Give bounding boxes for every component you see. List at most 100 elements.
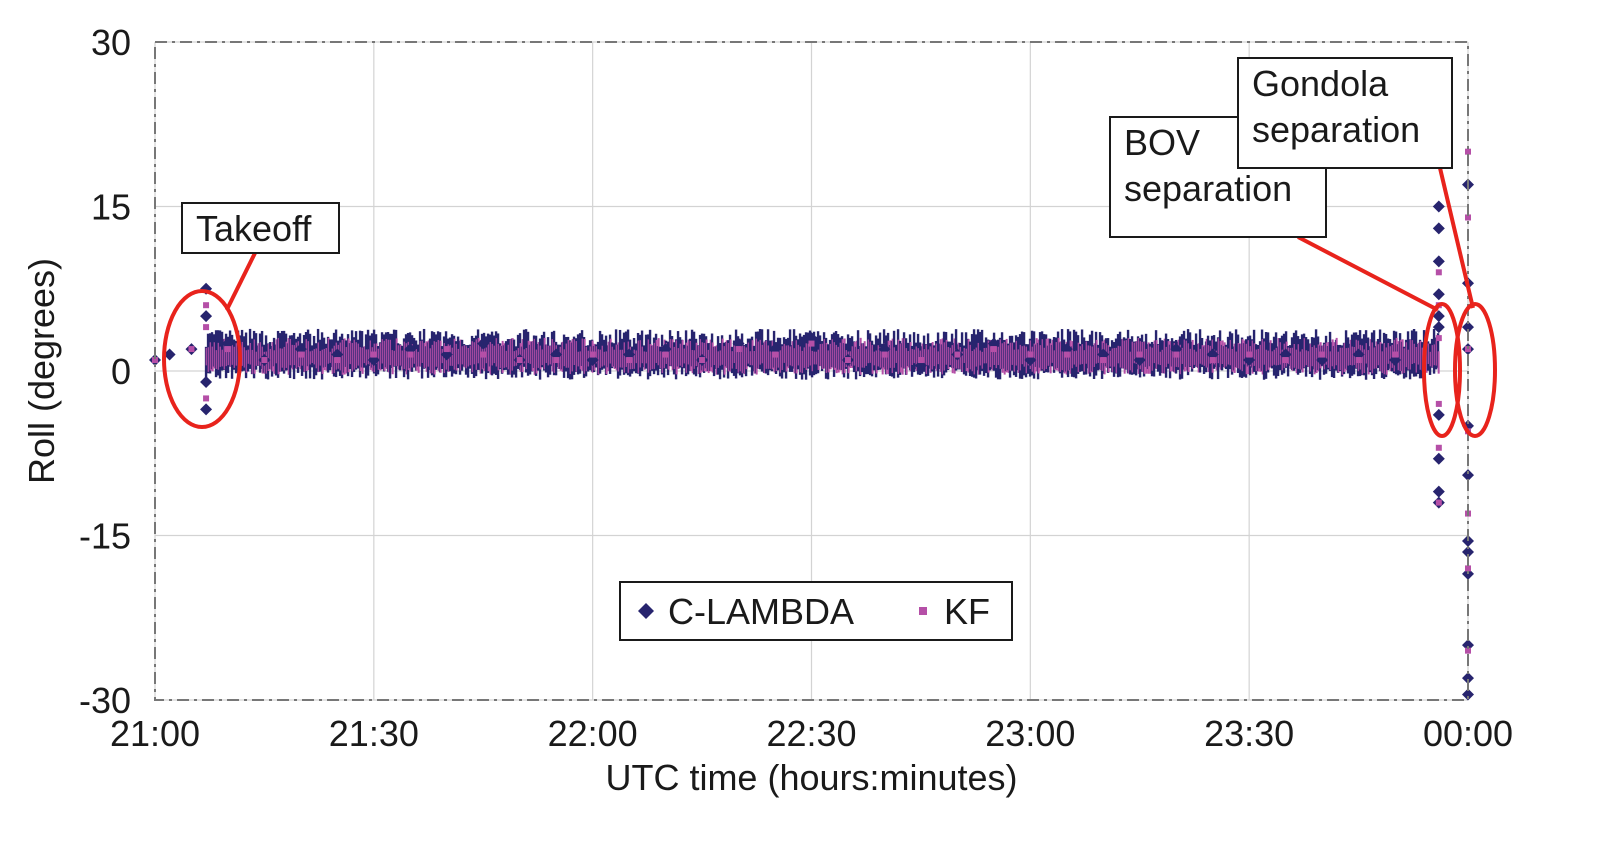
annotation-leader bbox=[224, 252, 257, 311]
point-kf bbox=[1209, 357, 1216, 364]
annotation-label: Takeoff bbox=[196, 208, 312, 249]
point-c-lambda bbox=[1432, 321, 1445, 334]
point-kf bbox=[203, 395, 210, 402]
point-c-lambda bbox=[1432, 408, 1445, 421]
y-tick-label: 30 bbox=[91, 22, 131, 63]
point-kf bbox=[589, 351, 596, 358]
legend: C-LAMBDA KF bbox=[619, 581, 1013, 641]
y-axis-title: Roll (degrees) bbox=[21, 258, 62, 484]
y-tick-label: -30 bbox=[79, 680, 131, 721]
annotation-label: BOV separation bbox=[1124, 122, 1292, 209]
point-c-lambda bbox=[1432, 288, 1445, 301]
point-c-lambda bbox=[1462, 688, 1474, 701]
point-kf bbox=[1027, 351, 1034, 358]
point-kf bbox=[1173, 351, 1180, 358]
x-tick-label: 23:00 bbox=[985, 713, 1075, 754]
point-kf bbox=[480, 351, 487, 358]
point-c-lambda bbox=[477, 337, 490, 350]
point-c-lambda bbox=[1432, 452, 1445, 465]
point-kf bbox=[203, 324, 210, 331]
annotation-line: separation bbox=[1124, 168, 1292, 209]
point-c-lambda bbox=[1432, 485, 1445, 498]
x-tick-label: 21:30 bbox=[329, 713, 419, 754]
plot-border bbox=[154, 41, 1469, 701]
point-kf bbox=[1435, 335, 1442, 342]
point-c-lambda bbox=[1432, 255, 1445, 268]
point-kf bbox=[516, 357, 523, 364]
annotation-ellipse bbox=[162, 289, 242, 429]
annotation-box bbox=[181, 202, 340, 254]
point-kf bbox=[1392, 351, 1399, 358]
legend-label-c-lambda: C-LAMBDA bbox=[668, 591, 854, 632]
point-kf bbox=[954, 351, 961, 358]
x-tick-label: 23:30 bbox=[1204, 713, 1294, 754]
point-kf bbox=[990, 346, 997, 353]
point-kf bbox=[1435, 400, 1442, 407]
x-tick-label: 21:00 bbox=[110, 713, 200, 754]
point-kf bbox=[407, 351, 414, 358]
point-kf bbox=[1435, 499, 1442, 506]
point-c-lambda bbox=[1462, 469, 1474, 482]
annotation-leader bbox=[1297, 235, 1439, 312]
point-c-lambda bbox=[200, 375, 213, 388]
point-kf bbox=[334, 357, 341, 364]
point-kf bbox=[662, 351, 669, 358]
y-tick-label: -15 bbox=[79, 516, 131, 557]
y-tick-label: 15 bbox=[91, 187, 131, 228]
legend-label-kf: KF bbox=[944, 591, 990, 632]
point-kf bbox=[1355, 357, 1362, 364]
point-kf bbox=[772, 351, 779, 358]
annotations: Takeoff BOV separation Gondola separation bbox=[162, 57, 1497, 438]
point-kf bbox=[188, 346, 195, 353]
point-kf bbox=[1465, 346, 1471, 353]
point-kf bbox=[1100, 357, 1107, 364]
annotation-line: Gondola bbox=[1252, 63, 1389, 104]
point-kf bbox=[1465, 214, 1471, 221]
point-kf bbox=[1136, 351, 1143, 358]
point-c-lambda bbox=[200, 310, 213, 323]
y-tick-labels: 30 15 0 -15 -30 bbox=[79, 22, 131, 721]
annotation-box bbox=[1237, 57, 1453, 169]
point-kf bbox=[1246, 351, 1253, 358]
point-kf bbox=[261, 357, 268, 364]
point-c-lambda bbox=[1462, 321, 1474, 334]
point-kf bbox=[626, 357, 633, 364]
point-kf bbox=[699, 357, 706, 364]
point-c-lambda bbox=[1432, 310, 1445, 323]
annotation-line: separation bbox=[1252, 109, 1420, 150]
point-kf bbox=[553, 357, 560, 364]
point-kf bbox=[1282, 357, 1289, 364]
point-kf bbox=[152, 357, 158, 364]
point-kf bbox=[443, 346, 450, 353]
annotation-line: BOV bbox=[1124, 122, 1200, 163]
annotation-ellipse bbox=[1453, 302, 1497, 438]
annotation-label: Gondola separation bbox=[1252, 63, 1420, 150]
annotation-line: Takeoff bbox=[196, 208, 312, 249]
point-kf bbox=[1435, 444, 1442, 451]
x-axis-title: UTC time (hours:minutes) bbox=[605, 757, 1017, 798]
point-kf bbox=[735, 346, 742, 353]
point-kf bbox=[1465, 647, 1471, 654]
point-kf bbox=[370, 351, 377, 358]
point-kf bbox=[808, 340, 815, 347]
legend-marker-c-lambda bbox=[638, 603, 654, 619]
legend-marker-kf bbox=[919, 607, 927, 615]
point-c-lambda bbox=[1462, 545, 1474, 558]
point-kf bbox=[203, 302, 210, 309]
point-c-lambda bbox=[1432, 222, 1445, 235]
point-kf bbox=[844, 357, 851, 364]
annotation-leader bbox=[1438, 167, 1475, 309]
point-kf bbox=[1063, 351, 1070, 358]
point-kf bbox=[1319, 351, 1326, 358]
point-kf bbox=[1465, 148, 1471, 155]
point-kf bbox=[881, 351, 888, 358]
point-c-lambda bbox=[1432, 200, 1445, 213]
point-kf bbox=[1435, 269, 1442, 276]
point-kf bbox=[297, 351, 304, 358]
x-tick-labels: 21:00 21:30 22:00 22:30 23:00 23:30 00:00 bbox=[110, 713, 1513, 754]
point-kf bbox=[917, 357, 924, 364]
point-c-lambda bbox=[1462, 672, 1474, 685]
x-tick-label: 00:00 bbox=[1423, 713, 1513, 754]
x-tick-label: 22:00 bbox=[548, 713, 638, 754]
